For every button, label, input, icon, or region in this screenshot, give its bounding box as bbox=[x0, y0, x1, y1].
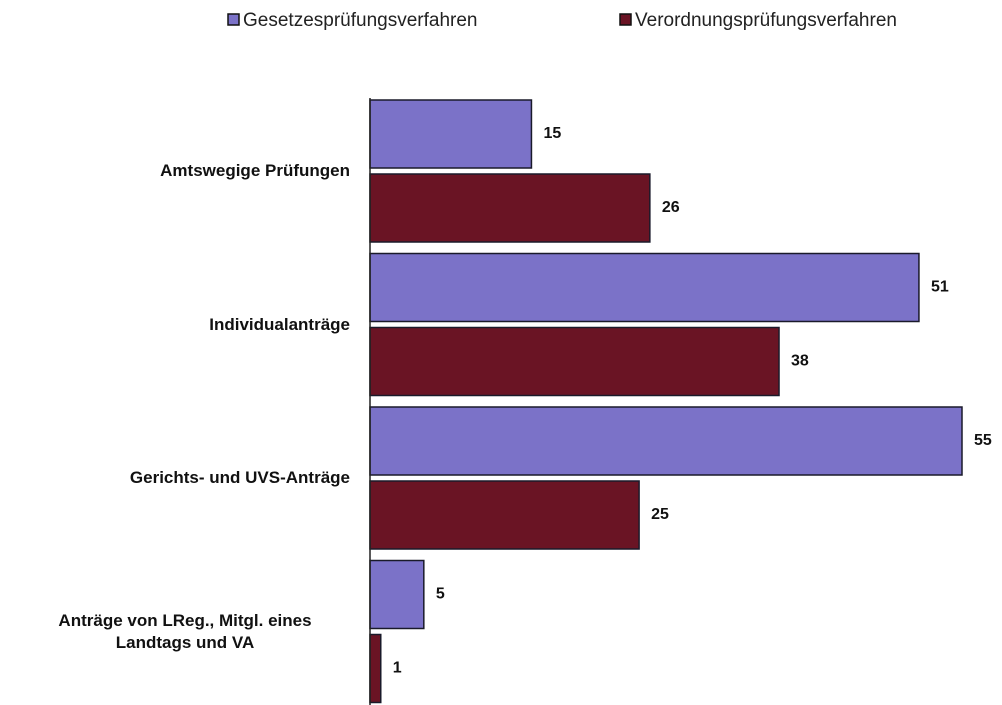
value-label: 1 bbox=[393, 660, 402, 677]
bar bbox=[369, 252, 920, 323]
value-label: 51 bbox=[931, 279, 949, 296]
value-label: 55 bbox=[974, 432, 992, 449]
bar bbox=[369, 99, 533, 169]
bar bbox=[369, 633, 382, 704]
bar bbox=[369, 480, 640, 550]
legend-marker bbox=[227, 13, 240, 26]
bar bbox=[369, 326, 780, 397]
legend-label: Gesetzesprüfungsverfahren bbox=[243, 10, 477, 31]
legend-marker bbox=[619, 13, 632, 26]
category-label: Gerichts- und UVS-Anträge bbox=[129, 468, 350, 487]
value-label: 26 bbox=[662, 199, 680, 216]
value-label: 25 bbox=[651, 506, 669, 523]
bar bbox=[369, 173, 651, 243]
category-label: Individualanträge bbox=[209, 314, 350, 334]
value-label: 38 bbox=[791, 353, 809, 370]
bar bbox=[369, 406, 963, 476]
value-label: 5 bbox=[436, 586, 445, 603]
value-label: 15 bbox=[543, 125, 561, 142]
bar bbox=[369, 559, 425, 630]
category-label: Amtswegige Prüfungen bbox=[160, 161, 350, 180]
legend-label: Verordnungsprüfungsverfahren bbox=[635, 10, 897, 31]
category-label: Anträge von LReg., Mitgl. eines Landtags… bbox=[58, 610, 312, 652]
